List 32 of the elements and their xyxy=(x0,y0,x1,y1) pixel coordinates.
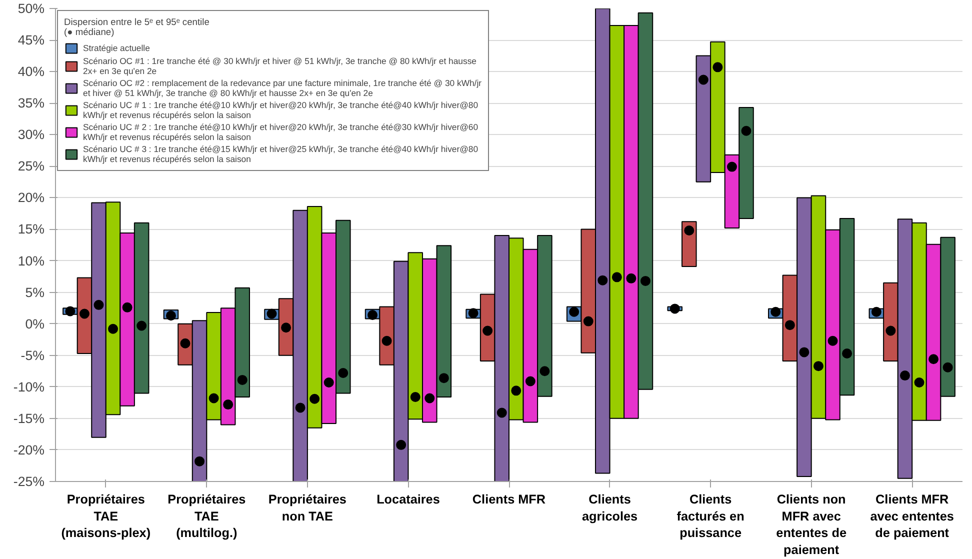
y-tick-label: 15% xyxy=(18,222,45,237)
x-tick-label: Clients facturés en puissance xyxy=(676,492,744,540)
y-tick-label: -5% xyxy=(20,348,45,363)
legend-label: Scénario UC # 1 : 1re tranche été@10 kWh/jr et hiver@20 kWh/jr, 3e tranche été@40 kWh/jr hiver@80 kWh/jr et revenus récupérés selon la saison xyxy=(83,100,478,120)
legend-label: Scénario OC #1 : 1re tranche été @ 30 kWh/jr et hiver @ 51 kWh/jr, 3e tranche @ 80 kWh/jr et hausse 2x+ en 3e qu'en 2e xyxy=(83,56,476,76)
y-tick-label: 0% xyxy=(25,316,45,332)
y-tick-label: 25% xyxy=(18,158,45,174)
y-tick-label: 45% xyxy=(18,32,45,48)
x-tick-label: Propriétaires non TAE xyxy=(268,492,346,524)
y-tick-label: 40% xyxy=(18,64,45,80)
y-tick-label: 20% xyxy=(18,190,45,206)
x-tick-label: Locataires xyxy=(376,492,440,506)
y-tick-label: -15% xyxy=(13,410,45,426)
y-tick-label: 50% xyxy=(18,1,45,16)
legend-label: Scénario UC # 3 : 1re tranche été@15 kWh/jr et hiver@25 kWh/jr, 3e tranche été@40 kWh/jr hiver@80 kWh/jr et revenus récupérés selon la saison xyxy=(83,144,478,164)
x-tick-label: Propriétaires TAE (multilog.) xyxy=(168,492,246,540)
y-tick-label: -25% xyxy=(13,474,45,489)
y-tick-label: 5% xyxy=(25,284,45,300)
y-tick-label: -10% xyxy=(13,379,45,394)
legend-title: Dispersion entre le 5ᵉ et 95ᵉ centile (● médiane) xyxy=(64,17,210,37)
x-tick-label: Clients non MFR avec ententes de paiement xyxy=(776,492,847,557)
y-tick-label: 30% xyxy=(18,127,45,142)
legend-label: Stratégie actuelle xyxy=(83,43,150,53)
x-tick-label: Clients MFR xyxy=(472,492,546,506)
legend-label: Scénario OC #2 : remplacement de la redevance par une facture minimale, 1re tranche été @ 30 kWh/jr et hiver @ 51 kWh/jr, 3e tranche @ 80 kWh/jr et hausse 2x+ en 3e qu'en 2e xyxy=(83,78,482,98)
y-tick-label: 35% xyxy=(18,96,45,111)
x-tick-label: Clients MFR avec ententes de paiement xyxy=(870,492,954,540)
x-tick-label: Propriétaires TAE (maisons-plex) xyxy=(61,492,151,540)
y-tick-label: -20% xyxy=(13,442,45,458)
legend-label: Scénario UC # 2 : 1re tranche été@10 kWh/jr et hiver@20 kWh/jr, 3e tranche été@30 kWh/jr hiver@60 kWh/jr et revenus récupérés selon la saison xyxy=(83,122,478,142)
x-tick-label: Clients agricoles xyxy=(582,492,638,524)
y-tick-label: 10% xyxy=(18,253,45,268)
